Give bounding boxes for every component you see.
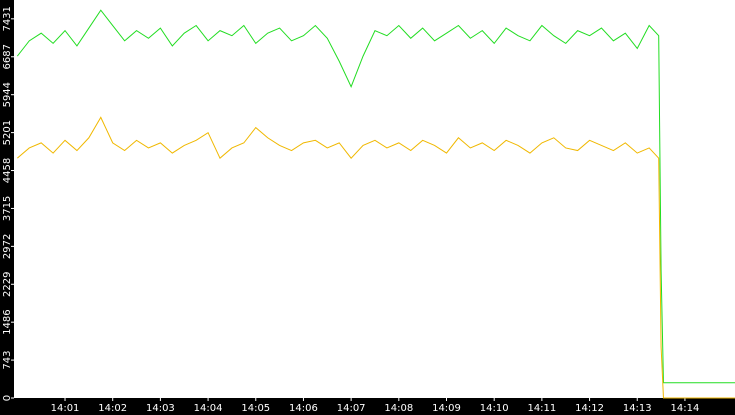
x-tick-label: 14:09 [432,403,461,414]
y-tick-label: 7431 [2,6,13,31]
x-tick-label: 14:04 [194,403,223,414]
y-tick-label: 2972 [2,234,13,259]
y-axis-strip [0,0,14,415]
x-tick-label: 14:13 [623,403,652,414]
x-tick-label: 14:11 [527,403,556,414]
x-tick-label: 14:02 [98,403,127,414]
x-tick-label: 14:07 [337,403,366,414]
x-axis-strip [0,398,735,415]
series-line [16,9,735,384]
y-tick-label: 3715 [2,196,13,221]
x-tick-label: 14:01 [51,403,80,414]
x-tick-label: 14:03 [146,403,175,414]
x-tick-label: 14:05 [241,403,270,414]
y-tick-label: 5944 [2,82,13,107]
series-line [17,116,735,399]
y-tick-label: 1486 [2,309,13,334]
x-tick-label: 14:08 [384,403,413,414]
y-tick-label: 4458 [2,158,13,183]
x-tick-label: 14:10 [480,403,509,414]
x-tick-label: 14:12 [575,403,604,414]
x-tick-label: 14:14 [671,403,700,414]
y-tick-label: 2229 [2,272,13,297]
y-tick-label: 743 [2,351,13,370]
y-tick-label: 0 [2,395,13,401]
x-tick-label: 14:06 [289,403,318,414]
y-tick-label: 6687 [2,44,13,69]
y-tick-label: 5201 [2,120,13,145]
